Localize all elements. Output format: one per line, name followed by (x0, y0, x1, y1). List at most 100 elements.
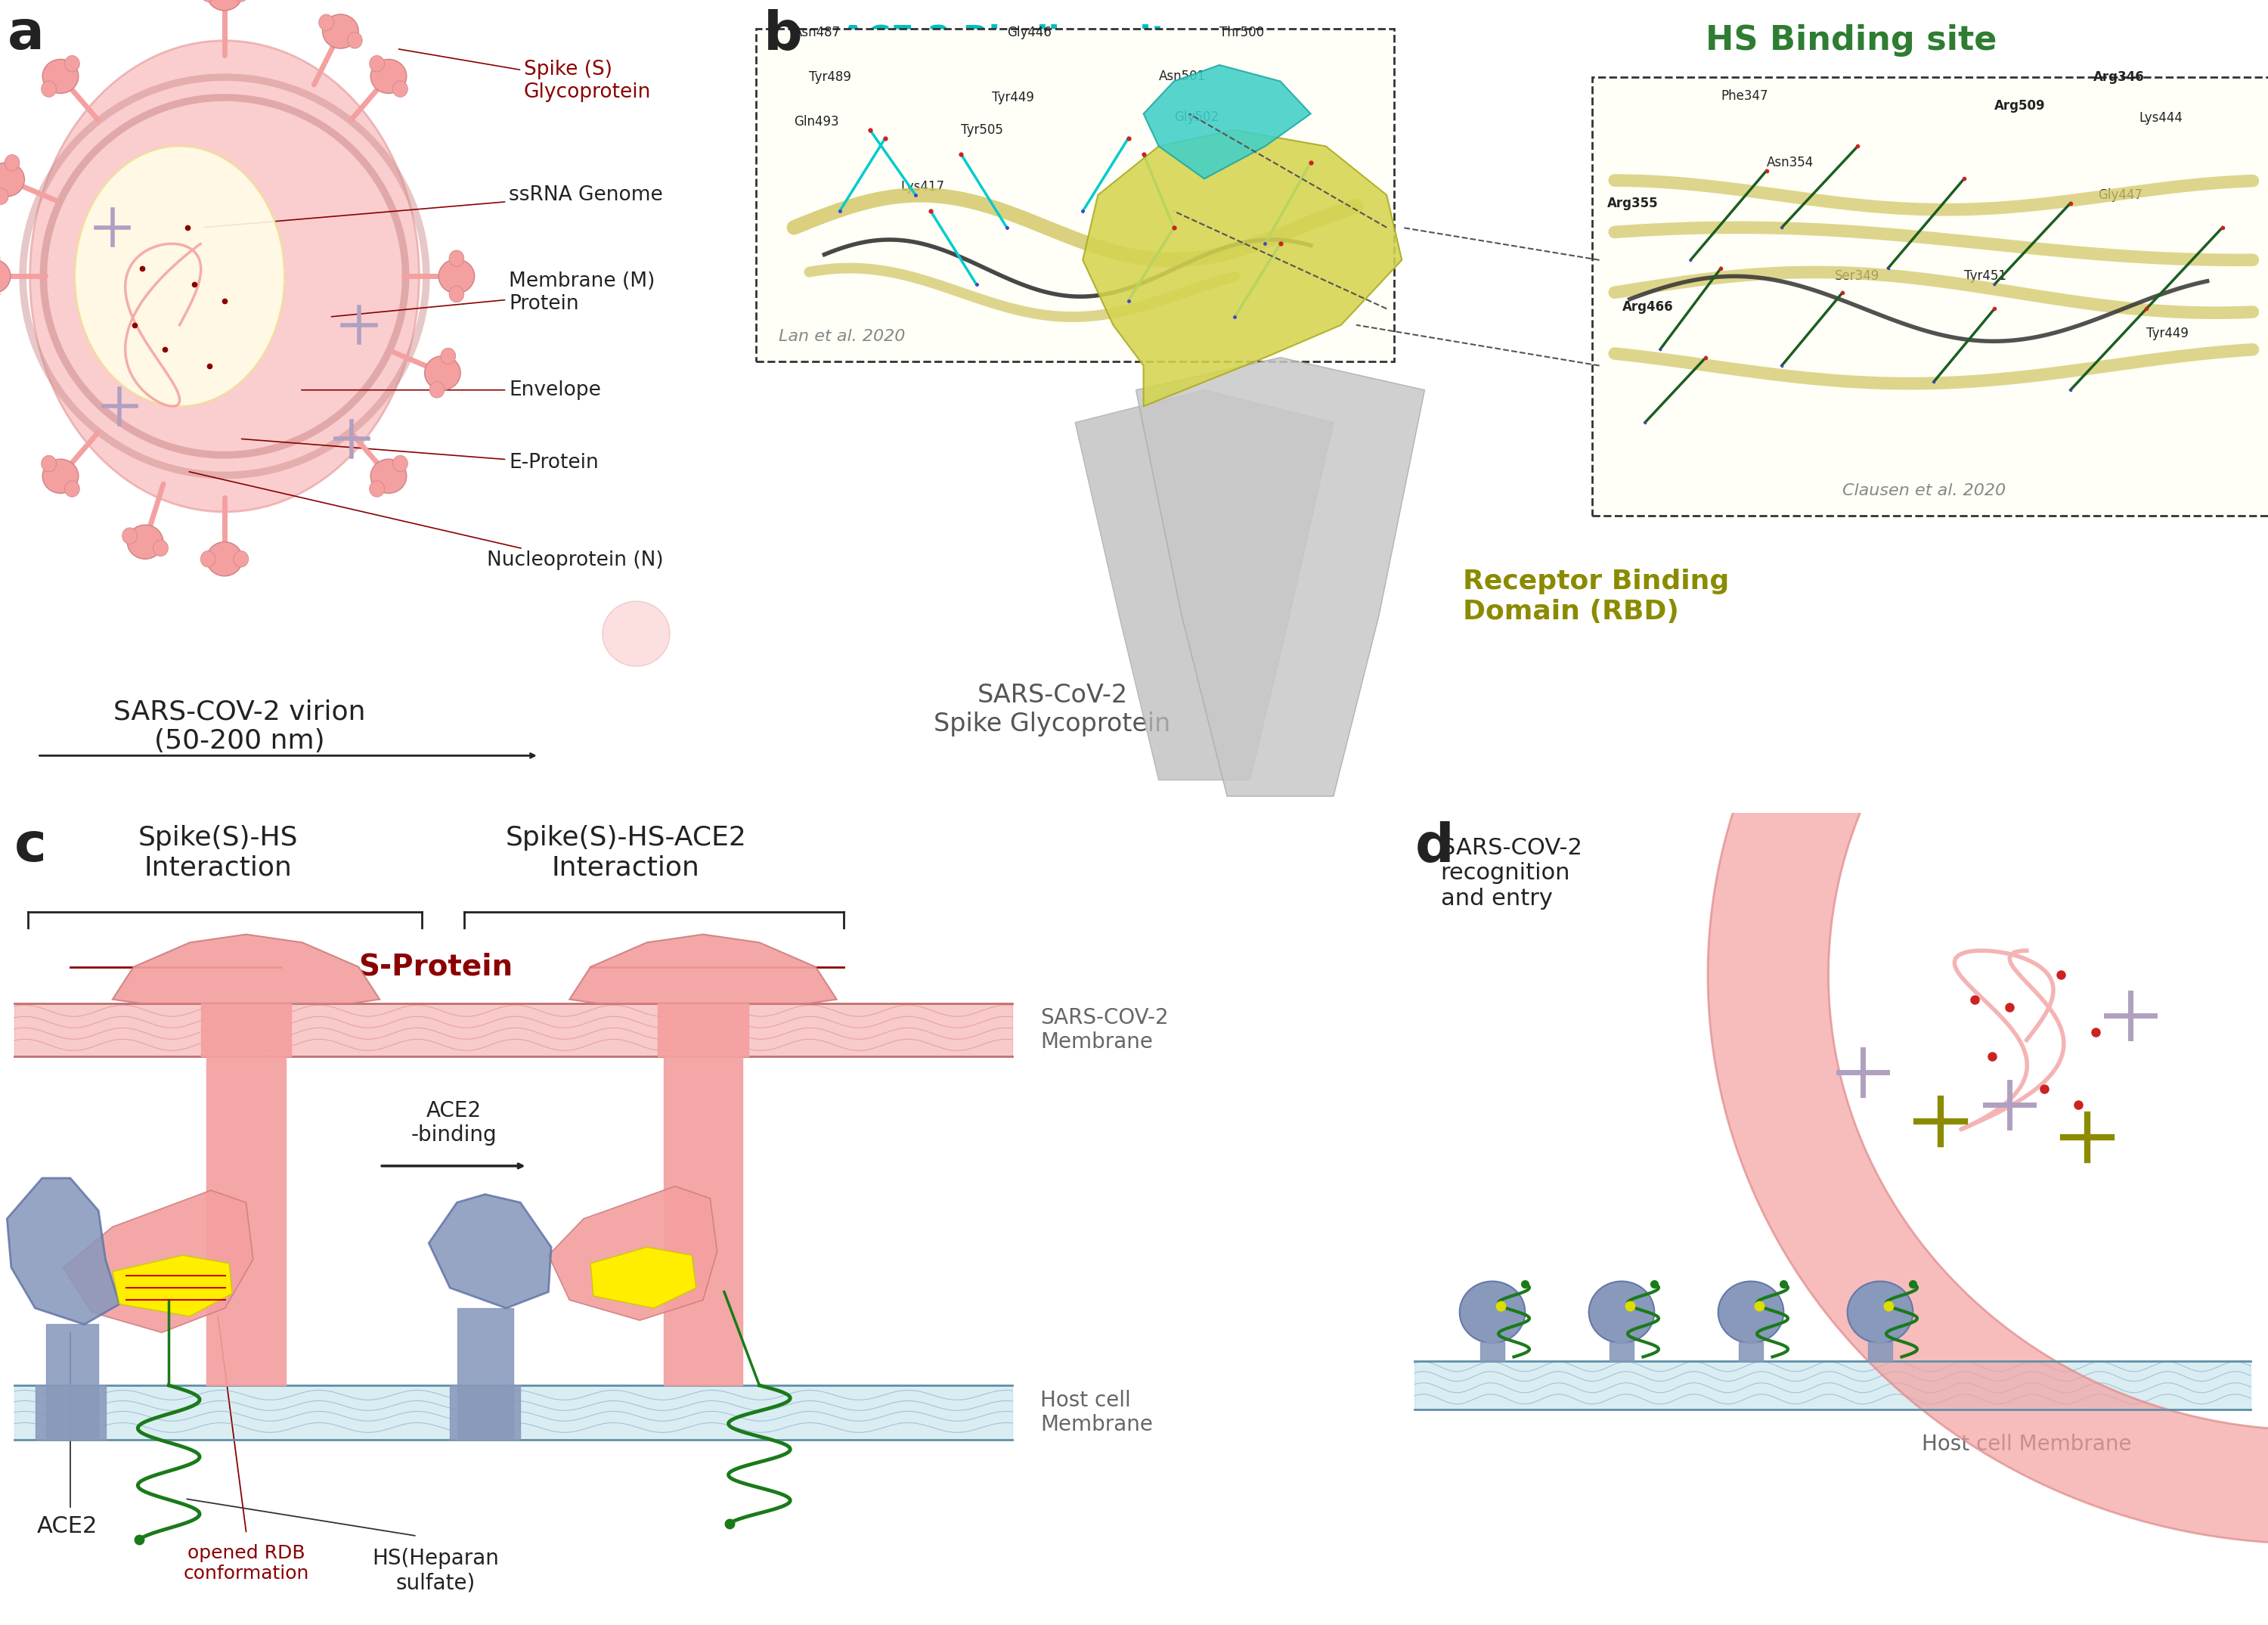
Text: Tyr449: Tyr449 (991, 91, 1034, 104)
Text: E-Protein: E-Protein (243, 439, 599, 473)
Polygon shape (1082, 130, 1402, 406)
Text: Receptor Binding
Domain (RBD): Receptor Binding Domain (RBD) (1463, 569, 1728, 624)
Text: Arg509: Arg509 (1994, 99, 2046, 112)
Circle shape (234, 551, 249, 567)
Ellipse shape (0, 162, 25, 197)
Circle shape (1848, 1280, 1912, 1342)
Polygon shape (1136, 358, 1424, 796)
Circle shape (370, 55, 386, 71)
Text: SARS-CoV-2
Spike Glycoprotein: SARS-CoV-2 Spike Glycoprotein (934, 682, 1170, 736)
Text: Envelope: Envelope (302, 380, 601, 400)
Ellipse shape (603, 601, 669, 666)
Text: a: a (7, 8, 45, 60)
Text: Tyr449: Tyr449 (2146, 327, 2189, 340)
Circle shape (440, 348, 456, 364)
Ellipse shape (438, 258, 474, 292)
Circle shape (449, 250, 465, 266)
Polygon shape (113, 934, 379, 1003)
Text: ACE2
-binding: ACE2 -binding (411, 1100, 497, 1146)
Text: HS(Heparan
sulfate): HS(Heparan sulfate) (372, 1547, 499, 1594)
Text: Lys417: Lys417 (900, 180, 943, 193)
Circle shape (0, 189, 9, 205)
Polygon shape (590, 1248, 696, 1308)
Text: b: b (764, 8, 803, 60)
Text: Gly502: Gly502 (1175, 110, 1218, 123)
Text: Gly447: Gly447 (2098, 189, 2143, 202)
Text: d: d (1415, 821, 1454, 873)
Text: Tyr451: Tyr451 (1964, 270, 2007, 283)
Polygon shape (569, 934, 837, 1003)
Ellipse shape (424, 356, 460, 390)
Polygon shape (1075, 390, 1334, 780)
Text: S-Protein: S-Protein (358, 952, 513, 981)
Circle shape (347, 33, 363, 49)
Text: c: c (14, 821, 45, 873)
Ellipse shape (370, 58, 406, 93)
Text: Asn501: Asn501 (1159, 70, 1207, 83)
Ellipse shape (43, 460, 79, 494)
Text: Thr500: Thr500 (1220, 26, 1263, 39)
Circle shape (320, 15, 333, 31)
Text: Lan et al. 2020: Lan et al. 2020 (778, 330, 905, 344)
Ellipse shape (75, 146, 284, 406)
Text: Tyr489: Tyr489 (810, 70, 850, 84)
Text: Phe347: Phe347 (1721, 89, 1769, 102)
Polygon shape (113, 1254, 231, 1316)
Ellipse shape (322, 15, 358, 49)
Polygon shape (549, 1186, 717, 1320)
Ellipse shape (43, 58, 79, 93)
Text: Gln493: Gln493 (794, 115, 839, 128)
Polygon shape (1143, 65, 1311, 179)
Circle shape (200, 551, 215, 567)
Text: Host cell
Membrane: Host cell Membrane (1041, 1389, 1152, 1435)
Text: Arg355: Arg355 (1608, 197, 1658, 210)
Text: Tyr505: Tyr505 (962, 123, 1002, 136)
Circle shape (64, 481, 79, 497)
FancyBboxPatch shape (755, 28, 1395, 361)
Circle shape (41, 455, 57, 471)
Text: opened RDB
conformation: opened RDB conformation (184, 1544, 308, 1583)
Circle shape (392, 81, 408, 98)
Text: Spike(S)-HS
Interaction: Spike(S)-HS Interaction (138, 826, 297, 881)
Circle shape (1461, 1280, 1524, 1342)
Circle shape (154, 540, 168, 556)
Circle shape (429, 382, 445, 398)
Circle shape (64, 55, 79, 71)
Text: SARS-COV-2
recognition
and entry: SARS-COV-2 recognition and entry (1440, 837, 1581, 910)
Text: Nucleoprotein (N): Nucleoprotein (N) (188, 471, 662, 570)
Text: SARS-COV-2
Membrane: SARS-COV-2 Membrane (1041, 1007, 1168, 1053)
Circle shape (449, 286, 465, 302)
Text: ssRNA Genome: ssRNA Genome (204, 185, 662, 228)
Polygon shape (1708, 735, 2268, 1544)
Text: ACE-2 Binding site: ACE-2 Binding site (839, 24, 1191, 57)
Ellipse shape (0, 258, 11, 292)
Circle shape (1590, 1280, 1653, 1342)
Ellipse shape (29, 41, 420, 512)
Text: SARS-COV-2 virion
(50-200 nm): SARS-COV-2 virion (50-200 nm) (113, 699, 365, 754)
Text: Ser349: Ser349 (1835, 270, 1880, 283)
Text: Clausen et al. 2020: Clausen et al. 2020 (1842, 484, 2005, 499)
Text: ACE2: ACE2 (36, 1515, 98, 1537)
Text: Gly446: Gly446 (1007, 26, 1052, 39)
Ellipse shape (127, 525, 163, 559)
Circle shape (370, 481, 386, 497)
Text: Arg466: Arg466 (1622, 301, 1674, 314)
Ellipse shape (206, 541, 243, 575)
Text: Membrane (M)
Protein: Membrane (M) Protein (331, 271, 655, 317)
Polygon shape (7, 1178, 120, 1324)
Circle shape (5, 154, 20, 171)
Circle shape (1719, 1280, 1783, 1342)
Circle shape (122, 528, 136, 544)
Circle shape (392, 455, 408, 471)
Text: Asn354: Asn354 (1767, 156, 1814, 169)
Text: Arg346: Arg346 (2093, 70, 2146, 84)
Text: Spike (S)
Glycoprotein: Spike (S) Glycoprotein (399, 49, 651, 102)
Text: Lys444: Lys444 (2139, 110, 2182, 125)
Circle shape (41, 81, 57, 98)
Ellipse shape (370, 460, 406, 494)
Ellipse shape (206, 0, 243, 10)
Text: Host cell Membrane: Host cell Membrane (1921, 1433, 2132, 1456)
Polygon shape (64, 1190, 254, 1332)
Text: Asn487: Asn487 (794, 26, 841, 39)
Polygon shape (429, 1194, 551, 1308)
